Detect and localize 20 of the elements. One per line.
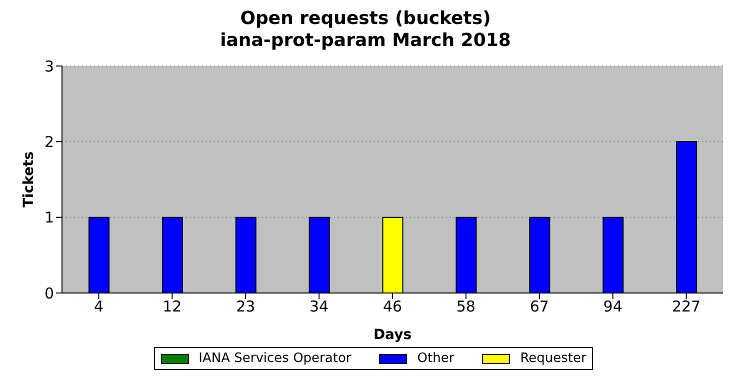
x-tick-label: 34 <box>310 298 329 316</box>
y-tick-label: 3 <box>44 57 54 76</box>
x-tick-label: 4 <box>94 298 104 316</box>
legend-label: IANA Services Operator <box>198 351 352 366</box>
x-axis-title: Days <box>373 327 412 343</box>
y-axis-title: Tickets <box>20 151 37 208</box>
x-tick-label: 94 <box>603 298 622 316</box>
chart-title: Open requests (buckets) <box>239 8 492 30</box>
legend-label: Other <box>416 351 454 366</box>
x-tick-label: 12 <box>162 298 182 316</box>
chart-subtitle: iana-prot-param March 2018 <box>219 30 512 52</box>
x-tick-label: 46 <box>382 298 402 316</box>
x-tick-label: 227 <box>672 298 701 316</box>
x-tick-label: 58 <box>456 298 476 316</box>
y-tick-label: 0 <box>44 284 54 302</box>
x-tick-label: 23 <box>236 298 256 316</box>
x-tick-label: 67 <box>530 298 549 316</box>
y-tick-label: 1 <box>44 208 54 227</box>
legend-label: Requester <box>519 351 586 366</box>
y-tick-label: 2 <box>44 132 54 151</box>
